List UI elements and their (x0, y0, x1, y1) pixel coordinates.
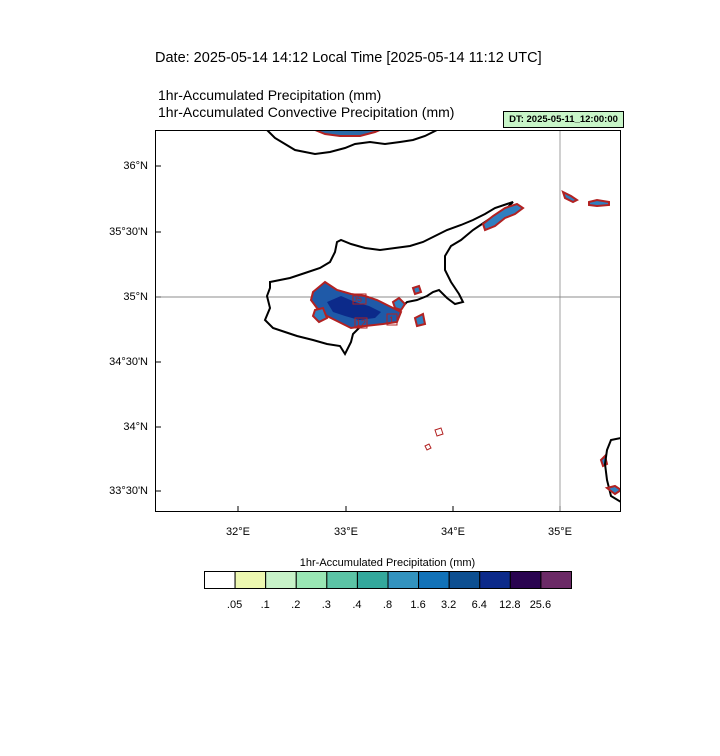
cyprus-coastline (263, 201, 514, 357)
precip-cells (309, 280, 427, 330)
dt-label: DT: 2025-05-11_12:00:00 (509, 114, 618, 125)
levant-coastline (603, 437, 621, 503)
colorbar-label: .2 (291, 599, 301, 611)
lon-label-33e: 33°E (334, 526, 358, 538)
colorbar-swatch (295, 571, 328, 589)
levant-precip-cell (604, 484, 621, 496)
colorbar (204, 571, 572, 589)
colorbar-label: .4 (352, 599, 362, 611)
colorbar-label: .1 (260, 599, 270, 611)
colorbar-label: 6.4 (471, 599, 487, 611)
contour-label-05: 05 (352, 294, 362, 304)
lat-label-34n: 34°N (123, 421, 148, 433)
colorbar-swatch (387, 571, 420, 589)
colorbar-swatch (204, 571, 236, 589)
lat-label-36n: 36°N (123, 160, 148, 172)
colorbar-swatch (448, 571, 481, 589)
south-precip-blob-2 (434, 427, 444, 437)
colorbar-label: .8 (382, 599, 393, 611)
colorbar-title: 1hr-Accumulated Precipitation (mm) (299, 557, 476, 569)
colorbar-label: 25.6 (529, 599, 552, 611)
lat-label-35n: 35°N (123, 291, 148, 303)
colorbar-swatch (509, 571, 542, 589)
east-precip-cell-1 (561, 190, 579, 204)
map-border (155, 130, 621, 512)
title-precipitation: 1hr-Accumulated Precipitation (mm) (158, 87, 382, 103)
colorbar-label: 12.8 (499, 599, 521, 611)
colorbar-swatch (356, 571, 389, 589)
colorbar-swatch (540, 571, 572, 589)
colorbar-swatch (326, 571, 358, 589)
contour-label-1: 1 (389, 315, 394, 325)
colorbar-label: 1.6 (410, 599, 426, 611)
east-precip-cell-2 (588, 198, 610, 208)
colorbar-label: 3.2 (441, 599, 457, 611)
lon-label-32e: 32°E (226, 526, 250, 538)
colorbar-swatch (234, 571, 267, 589)
turkey-coastline (266, 130, 438, 156)
map-panel: 05 12 1 (155, 130, 621, 512)
dt-badge: DT: 2025-05-11_12:00:00 (503, 111, 624, 128)
colorbar-label: .3 (321, 599, 331, 611)
colorbar-swatch (479, 571, 511, 589)
turkey-precip-cell (314, 130, 381, 137)
title-convective-precipitation: 1hr-Accumulated Convective Precipitation… (158, 104, 455, 120)
date-line: Date: 2025-05-14 14:12 Local Time [2025-… (155, 50, 542, 66)
contour-label-12: 12 (356, 318, 366, 328)
lat-label-33-30n: 33°30'N (109, 485, 148, 497)
lon-label-34e: 34°E (441, 526, 465, 538)
lat-label-35-30n: 35°30'N (109, 226, 148, 238)
colorbar-swatch (418, 571, 450, 589)
colorbar-label: .05 (226, 599, 243, 611)
lat-label-34-30n: 34°30'N (109, 356, 148, 368)
south-precip-blob-1 (424, 443, 432, 451)
colorbar-swatch (265, 571, 297, 589)
karpas-precip-cell (481, 202, 525, 232)
lon-label-35e: 35°E (548, 526, 572, 538)
